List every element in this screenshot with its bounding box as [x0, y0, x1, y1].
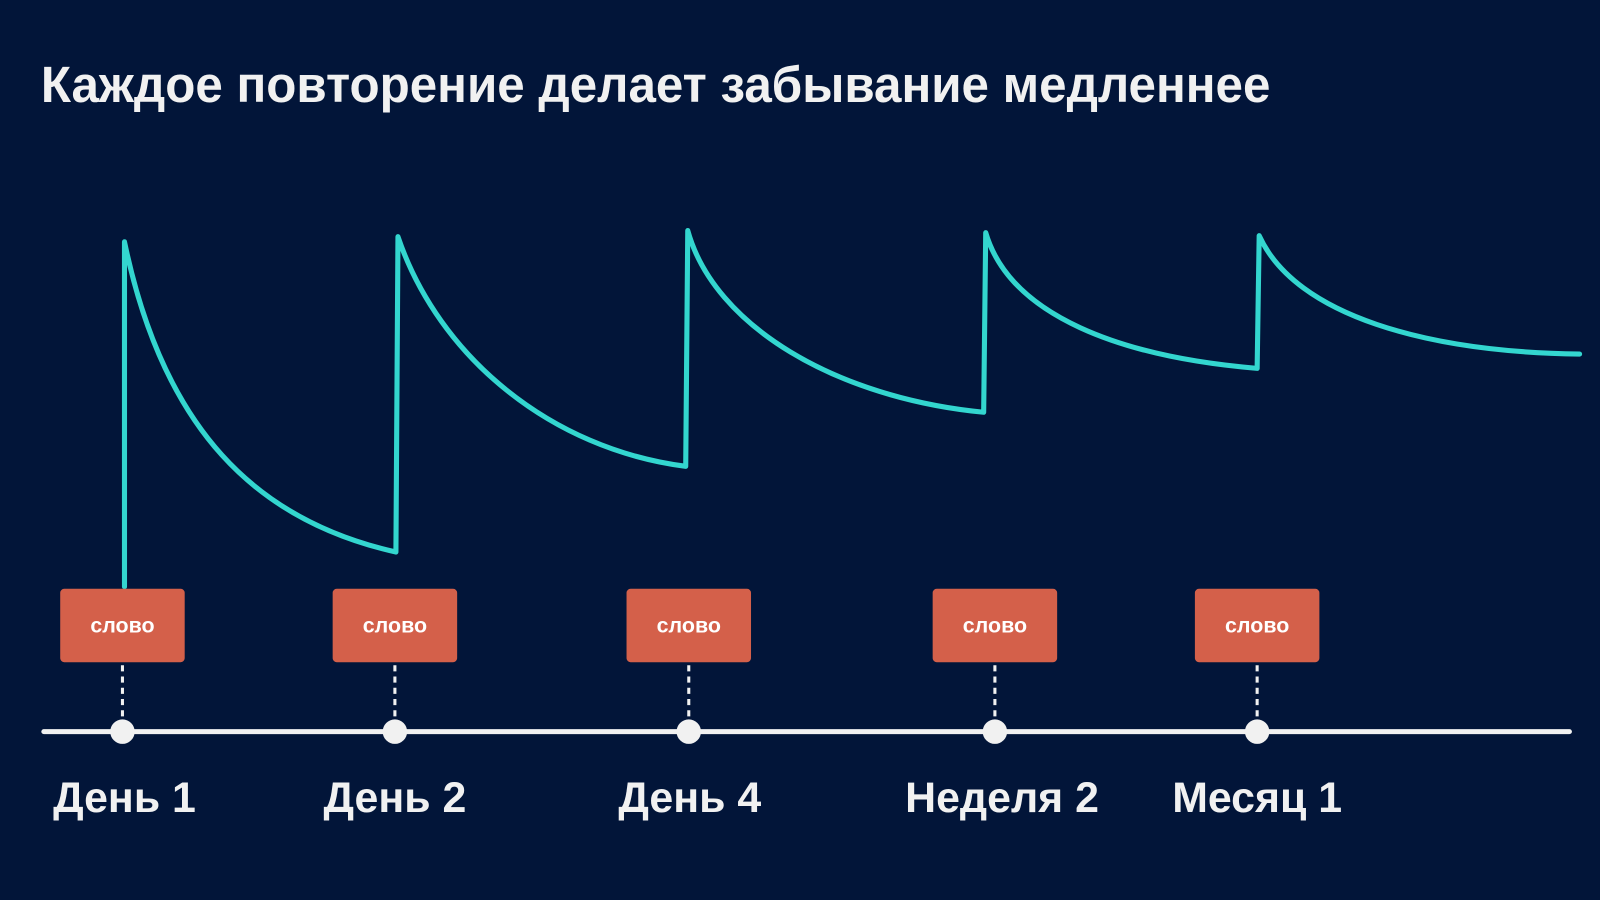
word-label: слово [657, 614, 721, 638]
time-label: Неделя 2 [905, 774, 1099, 822]
time-label: День 1 [53, 774, 196, 822]
word-card [1194, 588, 1320, 663]
timeline-dot [382, 719, 408, 744]
time-label: День 2 [323, 774, 466, 822]
word-label: слово [963, 614, 1027, 638]
word-card [60, 588, 185, 663]
word-label: слово [363, 614, 427, 638]
timeline-dot [982, 719, 1008, 744]
timeline-dot [1244, 719, 1270, 744]
time-label: День 4 [618, 774, 761, 822]
timeline-dot [110, 719, 135, 744]
reviews: слово День 1 слово День 2 слово День 4 слово Не… [53, 588, 1342, 822]
word-label: слово [90, 614, 154, 638]
time-label: Месяц 1 [1172, 774, 1342, 822]
timeline-dot [676, 719, 702, 744]
word-card [332, 588, 458, 663]
word-card [626, 588, 752, 663]
word-card [932, 588, 1058, 663]
forgetting-curve [121, 228, 1583, 590]
title: Каждое повторение делает забывание медле… [41, 56, 1271, 113]
word-label: слово [1225, 614, 1289, 638]
